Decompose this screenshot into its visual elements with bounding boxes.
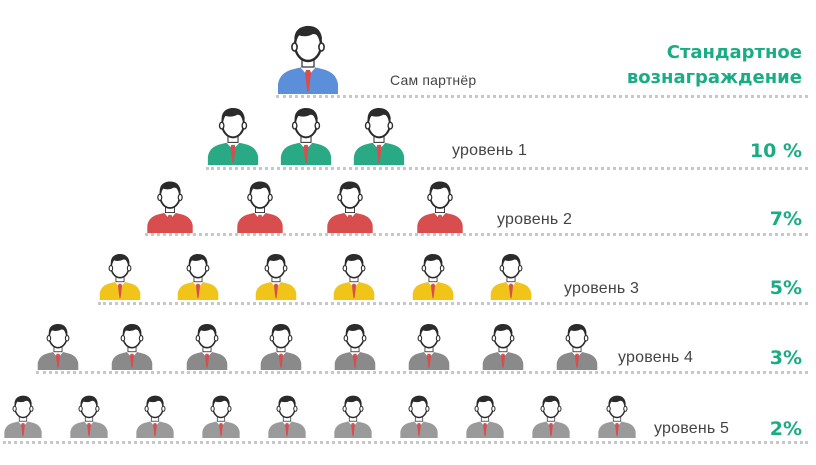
level-5-person-icon — [598, 395, 636, 438]
partner-label: Сам партнёр — [390, 72, 477, 88]
level-2-person-icon — [327, 181, 373, 233]
level-5-person-icon — [136, 395, 174, 438]
level-3-person-icon — [490, 254, 532, 300]
level-2-label: уровень 2 — [497, 211, 573, 228]
reward-header: Стандартное вознаграждение — [627, 40, 802, 90]
level-1-person-icon — [207, 107, 259, 165]
partner-divider — [276, 95, 808, 98]
level-3-label: уровень 3 — [564, 280, 640, 297]
level-4-person-icon — [482, 324, 524, 370]
level-5-person-icon — [466, 395, 504, 438]
level-2-divider — [145, 233, 808, 236]
level-5-person-icon — [202, 395, 240, 438]
level-5-person-icon — [70, 395, 108, 438]
level-5-label: уровень 5 — [654, 420, 730, 437]
level-5-person-icon — [334, 395, 372, 438]
level-1-reward: 10 % — [749, 140, 802, 162]
level-4-label: уровень 4 — [618, 349, 694, 366]
level-3-person-icon — [99, 254, 141, 300]
level-3-divider — [98, 302, 808, 305]
level-4-person-icon — [556, 324, 598, 370]
level-3-person-icon — [412, 254, 454, 300]
level-5-divider — [3, 441, 808, 444]
level-4-person-icon — [260, 324, 302, 370]
level-2-person-icon — [147, 181, 193, 233]
level-4-reward: 3% — [769, 347, 802, 369]
level-3-reward: 5% — [769, 277, 802, 299]
level-5-person-icon — [400, 395, 438, 438]
level-3-person-icon — [255, 254, 297, 300]
level-1-person-icon — [353, 107, 405, 165]
level-3-person-icon — [177, 254, 219, 300]
reward-header-line-2: вознаграждение — [626, 67, 802, 88]
level-4-person-icon — [111, 324, 153, 370]
level-2-person-icon — [417, 181, 463, 233]
level-4-person-icon — [186, 324, 228, 370]
reward-header-line-1: Стандартное — [666, 42, 802, 63]
level-1-person-icon — [280, 107, 332, 165]
level-2-person-icon — [237, 181, 283, 233]
level-5-reward: 2% — [769, 418, 802, 440]
level-4-person-icon — [408, 324, 450, 370]
level-4-person-icon — [334, 324, 376, 370]
level-2-reward: 7% — [769, 208, 802, 230]
level-4-person-icon — [37, 324, 79, 370]
level-1-divider — [206, 167, 808, 170]
partner-person-icon — [278, 25, 338, 94]
level-5-person-icon — [532, 395, 570, 438]
level-5-person-icon — [268, 395, 306, 438]
level-4-divider — [36, 371, 808, 374]
level-1-label: уровень 1 — [452, 142, 528, 159]
level-5-person-icon — [4, 395, 42, 438]
level-3-person-icon — [333, 254, 375, 300]
